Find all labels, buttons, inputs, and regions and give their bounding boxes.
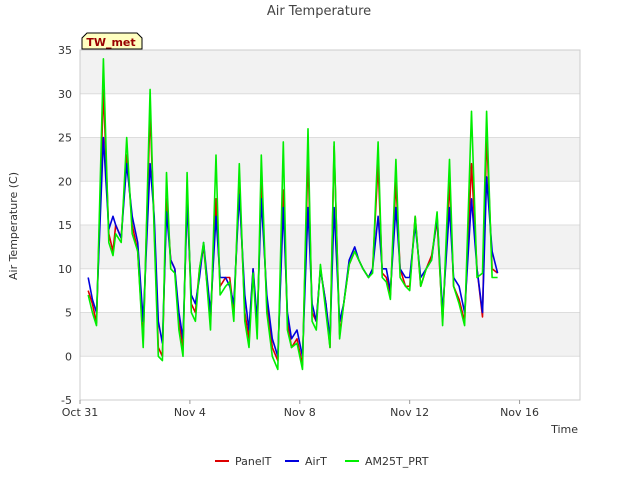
y-tick-label: 30: [58, 88, 72, 101]
background-band: [80, 225, 580, 269]
legend-label: AM25T_PRT: [365, 455, 429, 468]
legend-label: AirT: [305, 455, 327, 468]
y-tick-label: 5: [65, 307, 72, 320]
y-tick-label: 15: [58, 219, 72, 232]
y-tick-label: 20: [58, 175, 72, 188]
y-axis-ticks: -5 0 5 10 15 20 25 30 35: [58, 44, 72, 407]
y-tick-label: 0: [65, 350, 72, 363]
x-axis-label: Time: [550, 423, 578, 436]
y-tick-label: 10: [58, 263, 72, 276]
series-line-am25t-prt: [87, 57, 498, 371]
legend-label: PanelT: [235, 455, 272, 468]
station-badge: TW_met: [81, 32, 143, 50]
x-tick-label: Oct 31: [62, 406, 99, 419]
x-axis-ticks: Oct 31 Nov 4 Nov 8 Nov 12 Nov 16: [62, 400, 539, 419]
station-badge-box: [81, 32, 143, 50]
y-tick-label: -5: [61, 394, 72, 407]
y-tick-label: 25: [58, 132, 72, 145]
legend: PanelT AirT AM25T_PRT: [215, 455, 429, 468]
x-tick-label: Nov 12: [390, 406, 429, 419]
x-tick-label: Nov 8: [284, 406, 316, 419]
x-tick-label: Nov 16: [500, 406, 539, 419]
station-badge-label: TW_met: [86, 36, 135, 49]
chart-title: Air Temperature: [267, 4, 371, 19]
x-tick-label: Nov 4: [174, 406, 206, 419]
background-band: [80, 50, 580, 94]
series-lines: [87, 57, 499, 371]
y-tick-label: 35: [58, 44, 72, 57]
background-band: [80, 137, 580, 182]
y-axis-label: Air Temperature (C): [7, 172, 20, 280]
plot-border: [79, 49, 581, 401]
